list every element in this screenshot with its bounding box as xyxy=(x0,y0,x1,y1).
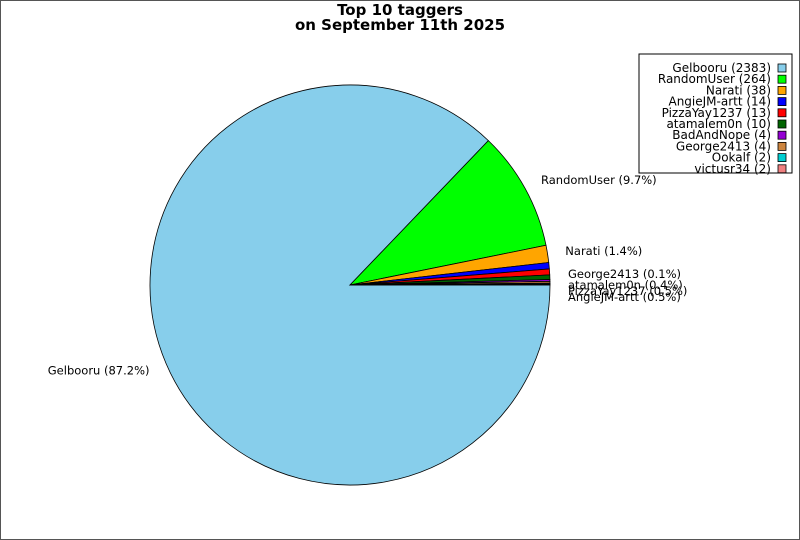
chart-title-line-1: Top 10 taggers xyxy=(337,1,463,19)
pie-slice-victusr34 xyxy=(349,283,551,286)
chart-legend: Gelbooru (2383)RandomUser (264)Narati (3… xyxy=(638,53,793,176)
legend-label-pizzayay1237: PizzaYay1237 (13) xyxy=(662,106,771,120)
slice-labels: Gelbooru (87.2%) RandomUser (9.7%) Narati … xyxy=(48,173,688,378)
legend-swatch-victusr34 xyxy=(777,164,787,174)
pie-slice-randomuser xyxy=(348,140,547,286)
slice-label-pizzayay1237: PizzaYay1237 (0.5%) xyxy=(568,284,687,298)
slice-label-atamalem0n: atamalem0n (0.4%) xyxy=(568,278,683,292)
legend-label-george2413: George2413 (4) xyxy=(676,139,771,153)
legend-swatch-atamalem0n xyxy=(777,119,787,129)
legend-label-ookalf: Ookalf (2) xyxy=(712,151,771,165)
pie-slices xyxy=(149,84,551,486)
pie-slice-gelbooru xyxy=(149,84,551,486)
legend-label-atamalem0n: atamalem0n (10) xyxy=(666,117,771,131)
legend-label-narati: Narati (38) xyxy=(706,83,771,97)
legend-label-badandnope: BadAndNope (4) xyxy=(672,128,771,142)
legend-swatch-randomuser xyxy=(777,74,787,84)
legend-swatch-angiejm-artt xyxy=(777,97,787,106)
legend-label-randomuser: RandomUser (264) xyxy=(658,72,771,86)
legend-swatch-badandnope xyxy=(777,130,787,140)
legend-swatch-gelbooru xyxy=(777,63,787,73)
legend-box xyxy=(638,53,793,174)
chart-title-line-2: on September 11th 2025 xyxy=(295,16,505,34)
legend-swatch-narati xyxy=(777,86,787,95)
legend-swatch-george2413 xyxy=(777,141,787,151)
slice-label-george2413: George2413 (0.1%) xyxy=(568,267,681,281)
slice-label-angiejm-artt: AngieJM-artt (0.5%) xyxy=(568,290,681,304)
slice-label-narati: Narati (1.4%) xyxy=(565,244,642,258)
legend-swatch-ookalf xyxy=(777,153,787,163)
slice-label-gelbooru: Gelbooru (87.2%) xyxy=(48,364,150,378)
slice-label-randomuser: RandomUser (9.7%) xyxy=(541,173,657,187)
legend-label-victusr34: victusr34 (2) xyxy=(694,162,771,176)
legend-swatch-pizzayay1237 xyxy=(777,108,787,118)
legend-label-angiejm-artt: AngieJM-artt (14) xyxy=(668,95,771,109)
legend-label-gelbooru: Gelbooru (2383) xyxy=(672,61,771,75)
